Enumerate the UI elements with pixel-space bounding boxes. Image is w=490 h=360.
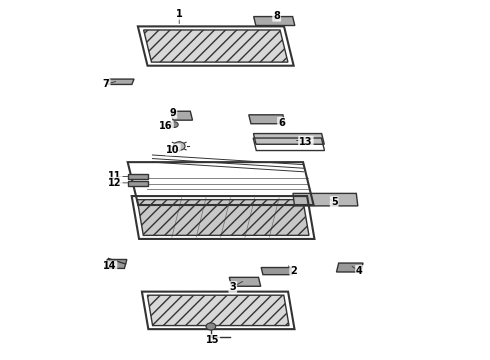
Text: 4: 4 [356, 266, 363, 276]
Polygon shape [137, 200, 309, 235]
Polygon shape [249, 115, 285, 124]
Circle shape [206, 323, 216, 330]
Polygon shape [254, 17, 295, 26]
Polygon shape [128, 181, 147, 186]
Polygon shape [337, 263, 363, 272]
Text: 8: 8 [273, 11, 280, 21]
Text: 2: 2 [291, 266, 297, 276]
Text: 13: 13 [299, 137, 313, 147]
Text: 12: 12 [108, 178, 122, 188]
Polygon shape [105, 260, 127, 269]
Circle shape [173, 142, 185, 150]
Text: 11: 11 [108, 171, 122, 181]
Text: 10: 10 [166, 145, 180, 155]
Polygon shape [229, 277, 261, 286]
Polygon shape [128, 174, 147, 179]
Text: 1: 1 [176, 9, 183, 19]
Polygon shape [261, 267, 292, 275]
Text: 7: 7 [103, 79, 110, 89]
Polygon shape [147, 295, 289, 325]
Text: 15: 15 [206, 335, 219, 345]
Polygon shape [253, 134, 324, 144]
Polygon shape [144, 30, 288, 62]
Polygon shape [107, 79, 134, 85]
Circle shape [171, 122, 178, 127]
Text: 16: 16 [159, 121, 173, 131]
Text: 6: 6 [278, 118, 285, 128]
Text: 3: 3 [229, 282, 236, 292]
Text: 9: 9 [170, 108, 176, 118]
Polygon shape [293, 193, 358, 206]
Text: 14: 14 [103, 261, 116, 271]
Text: 5: 5 [331, 197, 338, 207]
Polygon shape [171, 111, 193, 120]
